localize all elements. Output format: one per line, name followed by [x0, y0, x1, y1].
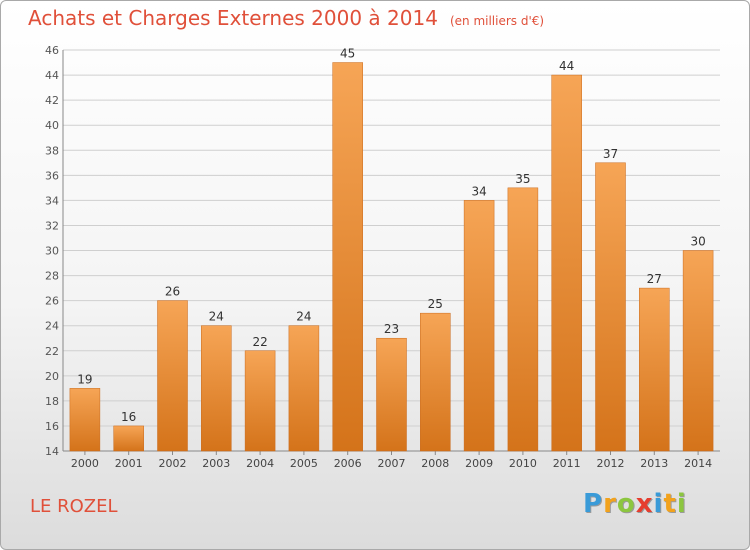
chart-subtitle: (en milliers d'€)	[449, 14, 545, 28]
x-tick-label: 2007	[378, 457, 406, 470]
x-tick-label: 2010	[509, 457, 537, 470]
bar-2010	[507, 187, 539, 452]
x-tick-label: 2004	[246, 457, 274, 470]
bar-2000	[69, 388, 101, 452]
x-tick-label: 2009	[465, 457, 493, 470]
x-tick-label: 2012	[597, 457, 625, 470]
bar-2003	[201, 325, 232, 452]
logo-letter: r	[603, 489, 617, 519]
proxiti-logo: Proxiti	[583, 489, 687, 519]
data-label: 16	[121, 410, 136, 424]
data-label: 45	[340, 47, 355, 61]
y-tick-label: 30	[45, 245, 59, 258]
bar-2008	[420, 312, 451, 452]
y-tick-label: 22	[45, 345, 59, 358]
data-label: 24	[209, 310, 224, 324]
x-tick-label: 2006	[334, 457, 362, 470]
bar-2001	[113, 425, 144, 452]
y-tick-label: 32	[45, 219, 59, 232]
y-tick-label: 16	[45, 420, 59, 433]
chart-title: Achats et Charges Externes 2000 à 2014	[28, 6, 438, 30]
y-tick-label: 18	[45, 395, 59, 408]
data-label: 34	[471, 184, 486, 198]
bar-2002	[157, 300, 188, 452]
x-tick-label: 2005	[290, 457, 318, 470]
y-tick-label: 24	[45, 320, 59, 333]
y-tick-label: 40	[45, 119, 59, 132]
data-label: 19	[77, 372, 92, 386]
bar-2013	[639, 287, 670, 452]
data-label: 35	[515, 172, 530, 186]
y-tick-label: 28	[45, 270, 59, 283]
x-tick-label: 2008	[421, 457, 449, 470]
y-tick-label: 26	[45, 295, 59, 308]
data-label: 23	[384, 322, 399, 336]
place-name: LE ROZEL	[30, 496, 118, 517]
y-tick-label: 34	[45, 194, 59, 207]
bar-2012	[595, 162, 626, 452]
data-label: 24	[296, 310, 311, 324]
bar-2005	[288, 325, 320, 452]
data-label: 22	[252, 335, 267, 349]
data-label: 30	[690, 235, 705, 249]
data-label: 25	[428, 297, 443, 311]
x-tick-label: 2002	[159, 457, 187, 470]
logo-letter: P	[583, 489, 604, 519]
y-tick-label: 42	[45, 94, 59, 107]
x-tick-label: 2001	[115, 457, 143, 470]
bar-2009	[463, 200, 495, 452]
bar-2014	[682, 250, 714, 452]
data-label: 27	[647, 272, 662, 286]
y-tick-label: 20	[45, 370, 59, 383]
logo-letter: x	[635, 489, 654, 519]
logo-letter: t	[663, 489, 677, 519]
bar-2004	[244, 350, 276, 452]
logo-letter: i	[676, 489, 687, 519]
x-tick-label: 2014	[684, 457, 712, 470]
y-tick-label: 46	[45, 44, 59, 57]
x-tick-label: 2000	[71, 457, 99, 470]
y-tick-label: 14	[45, 445, 59, 458]
data-label: 44	[559, 59, 574, 73]
logo-letter: o	[616, 489, 636, 519]
logo-letter: i	[653, 489, 664, 519]
bar-2011	[551, 74, 582, 452]
y-tick-label: 36	[45, 169, 59, 182]
x-tick-label: 2013	[640, 457, 668, 470]
axes: 14 16 18 20 22 24 26 28 30 32 34 36 38 40 42 44 46 2000 20…	[45, 44, 720, 470]
data-label: 26	[165, 285, 180, 299]
y-tick-label: 44	[45, 69, 59, 82]
x-tick-label: 2003	[202, 457, 230, 470]
x-tick-label: 2011	[553, 457, 581, 470]
bar-2006	[332, 62, 363, 452]
data-labels: 19 16 26 24 22 24 45 23 25 34 35 44 37 27 30	[77, 47, 705, 424]
y-tick-label: 38	[45, 144, 59, 157]
bars	[69, 62, 714, 452]
title-block: Achats et Charges Externes 2000 à 2014 (e…	[28, 6, 544, 30]
data-label: 37	[603, 147, 618, 161]
bar-2007	[376, 337, 407, 452]
